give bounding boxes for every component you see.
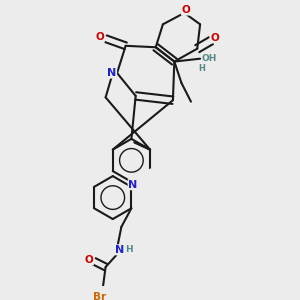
Text: O: O — [85, 255, 93, 265]
Text: O: O — [95, 32, 104, 42]
Text: N: N — [107, 68, 116, 78]
Text: OH: OH — [202, 54, 217, 63]
Text: N: N — [128, 180, 137, 190]
Text: H: H — [125, 245, 133, 254]
Text: O: O — [182, 5, 190, 15]
Text: Br: Br — [93, 292, 106, 300]
Text: N: N — [115, 245, 124, 255]
Text: O: O — [210, 33, 219, 43]
Text: H: H — [198, 64, 205, 73]
